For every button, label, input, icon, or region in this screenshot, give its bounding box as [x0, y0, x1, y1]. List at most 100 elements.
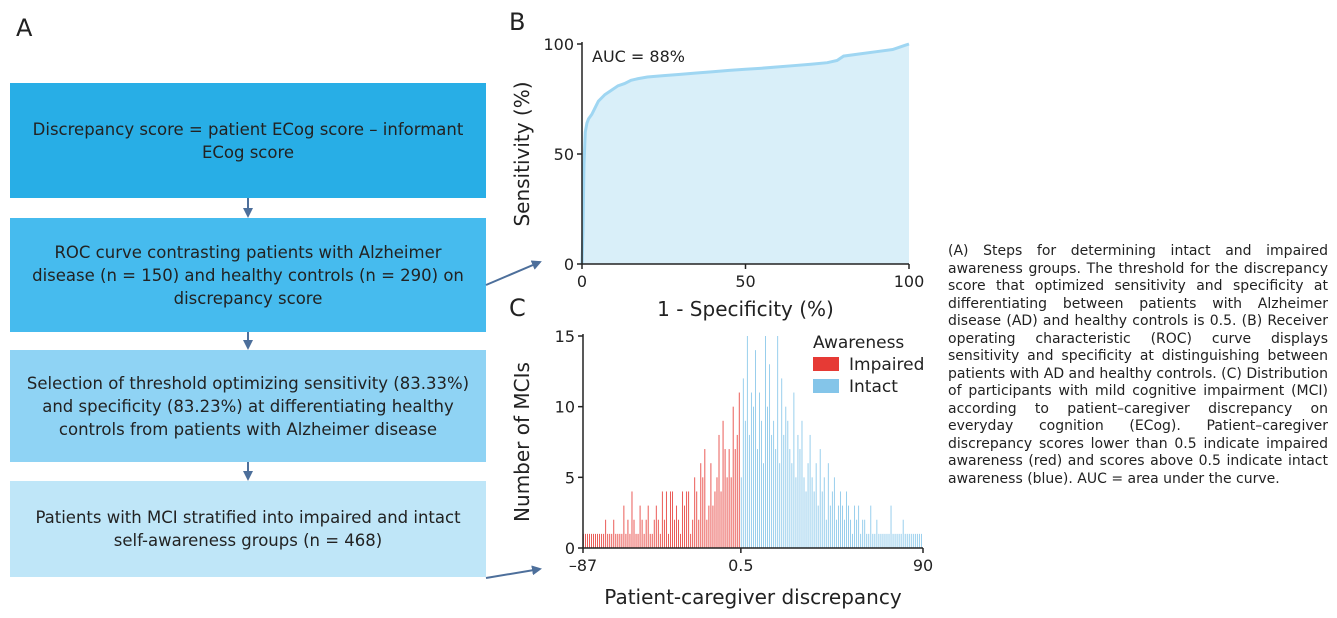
histogram-bar-impaired — [621, 533, 623, 548]
histogram-bar-intact — [874, 533, 876, 548]
histogram-bar-intact — [894, 533, 896, 548]
histogram-bar-impaired — [635, 533, 637, 548]
histogram-bar-intact — [799, 449, 801, 548]
legend-swatch-impaired — [813, 357, 839, 371]
histogram-bar-intact — [856, 519, 858, 548]
histogram-bar-intact — [789, 449, 791, 548]
histogram-bar-impaired — [686, 491, 688, 548]
histogram-bar-intact — [815, 463, 817, 548]
histogram-bar-intact — [759, 392, 760, 548]
histogram-bar-impaired — [694, 477, 696, 548]
legend-swatch-intact — [813, 379, 839, 393]
histogram-bar-intact — [809, 434, 811, 548]
histogram-bar-intact — [795, 477, 797, 548]
flow-step-text: Patients with MCI stratified into impair… — [35, 508, 461, 550]
histogram-bar-intact — [797, 434, 799, 548]
histogram-bar-impaired — [732, 406, 734, 548]
flow-step-text: Discrepancy score = patient ECog score –… — [32, 119, 464, 162]
histogram-bar-impaired — [712, 505, 714, 548]
histogram-bar-intact — [753, 406, 754, 548]
histogram-bar-intact — [763, 463, 764, 548]
histogram-bar-intact — [882, 533, 884, 548]
histogram-bar-intact — [880, 533, 882, 548]
roc-x-tick-label: 50 — [735, 272, 755, 291]
hist-x-tick-label: –87 — [569, 556, 597, 575]
histogram-bar-impaired — [609, 533, 611, 548]
roc-x-tick-label: 0 — [577, 272, 587, 291]
histogram-bar-impaired — [722, 420, 724, 548]
hist-y-tick-label: 0 — [565, 539, 575, 558]
histogram-bar-impaired — [605, 519, 607, 548]
histogram-bar-intact — [844, 519, 845, 548]
histogram-bar-intact — [896, 533, 898, 548]
histogram-bar-intact — [746, 336, 748, 548]
histogram-bar-impaired — [676, 505, 677, 548]
flow-step-discrepancy-score: Discrepancy score = patient ECog score –… — [10, 83, 486, 198]
histogram-bar-intact — [902, 519, 904, 548]
flow-step-threshold-selection: Selection of threshold optimizing sensit… — [10, 350, 486, 462]
histogram-bar-intact — [827, 463, 829, 548]
histogram-bar-intact — [912, 533, 914, 548]
histogram-bar-impaired — [625, 533, 627, 548]
histogram-bar-impaired — [601, 533, 603, 548]
histogram-bar-impaired — [649, 533, 651, 548]
histogram-bar-impaired — [611, 533, 613, 548]
histogram-bar-intact — [914, 533, 916, 548]
histogram-bar-impaired — [651, 533, 653, 548]
histogram-bar-impaired — [657, 519, 659, 548]
histogram-bar-impaired — [607, 533, 609, 548]
histogram-bar-intact — [850, 519, 851, 548]
histogram-bar-impaired — [663, 519, 665, 548]
histogram-bar-impaired — [688, 491, 690, 548]
histogram-bar-impaired — [641, 519, 643, 548]
histogram-bar-impaired — [680, 533, 681, 548]
histogram-bar-intact — [890, 505, 892, 548]
histogram-bar-impaired — [587, 533, 588, 548]
histogram-bar-intact — [791, 463, 793, 548]
histogram-bar-intact — [744, 420, 746, 548]
histogram-bar-impaired — [684, 505, 686, 548]
histogram-bar-intact — [888, 533, 890, 548]
histogram-bar-intact — [831, 491, 833, 548]
histogram-bar-intact — [846, 491, 847, 548]
histogram-bar-intact — [773, 420, 775, 548]
legend-label-impaired: Impaired — [849, 355, 924, 375]
roc-x-axis-label: 1 - Specificity (%) — [657, 297, 834, 321]
histogram-bar-intact — [787, 420, 789, 548]
histogram-bar-impaired — [613, 519, 615, 548]
histogram-bar-intact — [840, 491, 841, 548]
histogram-bar-intact — [842, 505, 843, 548]
histogram-bar-intact — [858, 505, 860, 548]
histogram-bar-intact — [854, 505, 856, 548]
histogram-bar-intact — [813, 491, 815, 548]
histogram-bar-intact — [775, 449, 777, 548]
histogram-bar-intact — [870, 505, 872, 548]
histogram-bar-impaired — [627, 519, 629, 548]
histogram-bar-intact — [801, 420, 803, 548]
legend-title: Awareness — [813, 333, 904, 353]
histogram-bar-impaired — [653, 519, 655, 548]
histogram-bar-impaired — [643, 533, 645, 548]
histogram-bar-intact — [793, 392, 795, 548]
roc-y-tick-label: 100 — [543, 35, 574, 54]
histogram-bar-intact — [767, 406, 768, 548]
histogram-bar-impaired — [659, 533, 661, 548]
histogram-bar-intact — [769, 364, 771, 548]
histogram-bar-impaired — [617, 533, 619, 548]
histogram-bar-impaired — [720, 491, 722, 548]
roc-y-axis-label: Sensitivity (%) — [510, 81, 534, 226]
histogram-bar-impaired — [603, 533, 605, 548]
hist-x-tick-label: 90 — [913, 556, 933, 575]
histogram-bar-impaired — [702, 477, 704, 548]
histogram-bar-intact — [829, 505, 831, 548]
histogram-bar-impaired — [645, 519, 647, 548]
histogram-bar-impaired — [734, 449, 736, 548]
histogram-bar-intact — [835, 519, 837, 548]
histogram-bar-impaired — [639, 505, 641, 548]
histogram-bar-intact — [742, 378, 744, 548]
histogram-bar-impaired — [672, 491, 673, 548]
hist-y-tick-label: 10 — [555, 398, 575, 417]
histogram-bar-intact — [860, 533, 862, 548]
histogram-bar-impaired — [724, 449, 726, 548]
histogram-bar-intact — [765, 336, 766, 548]
